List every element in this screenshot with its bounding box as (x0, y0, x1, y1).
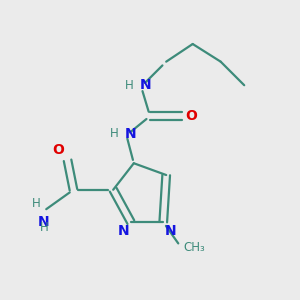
Text: H: H (32, 197, 41, 210)
Text: H: H (110, 127, 119, 140)
Text: N: N (118, 224, 129, 238)
Text: N: N (140, 78, 151, 92)
Text: H: H (125, 79, 134, 92)
Text: CH₃: CH₃ (183, 241, 205, 254)
Text: O: O (53, 143, 64, 158)
Text: N: N (165, 224, 176, 238)
Text: H: H (40, 221, 48, 234)
Text: N: N (38, 215, 50, 229)
Text: O: O (185, 109, 197, 123)
Text: N: N (125, 127, 136, 141)
